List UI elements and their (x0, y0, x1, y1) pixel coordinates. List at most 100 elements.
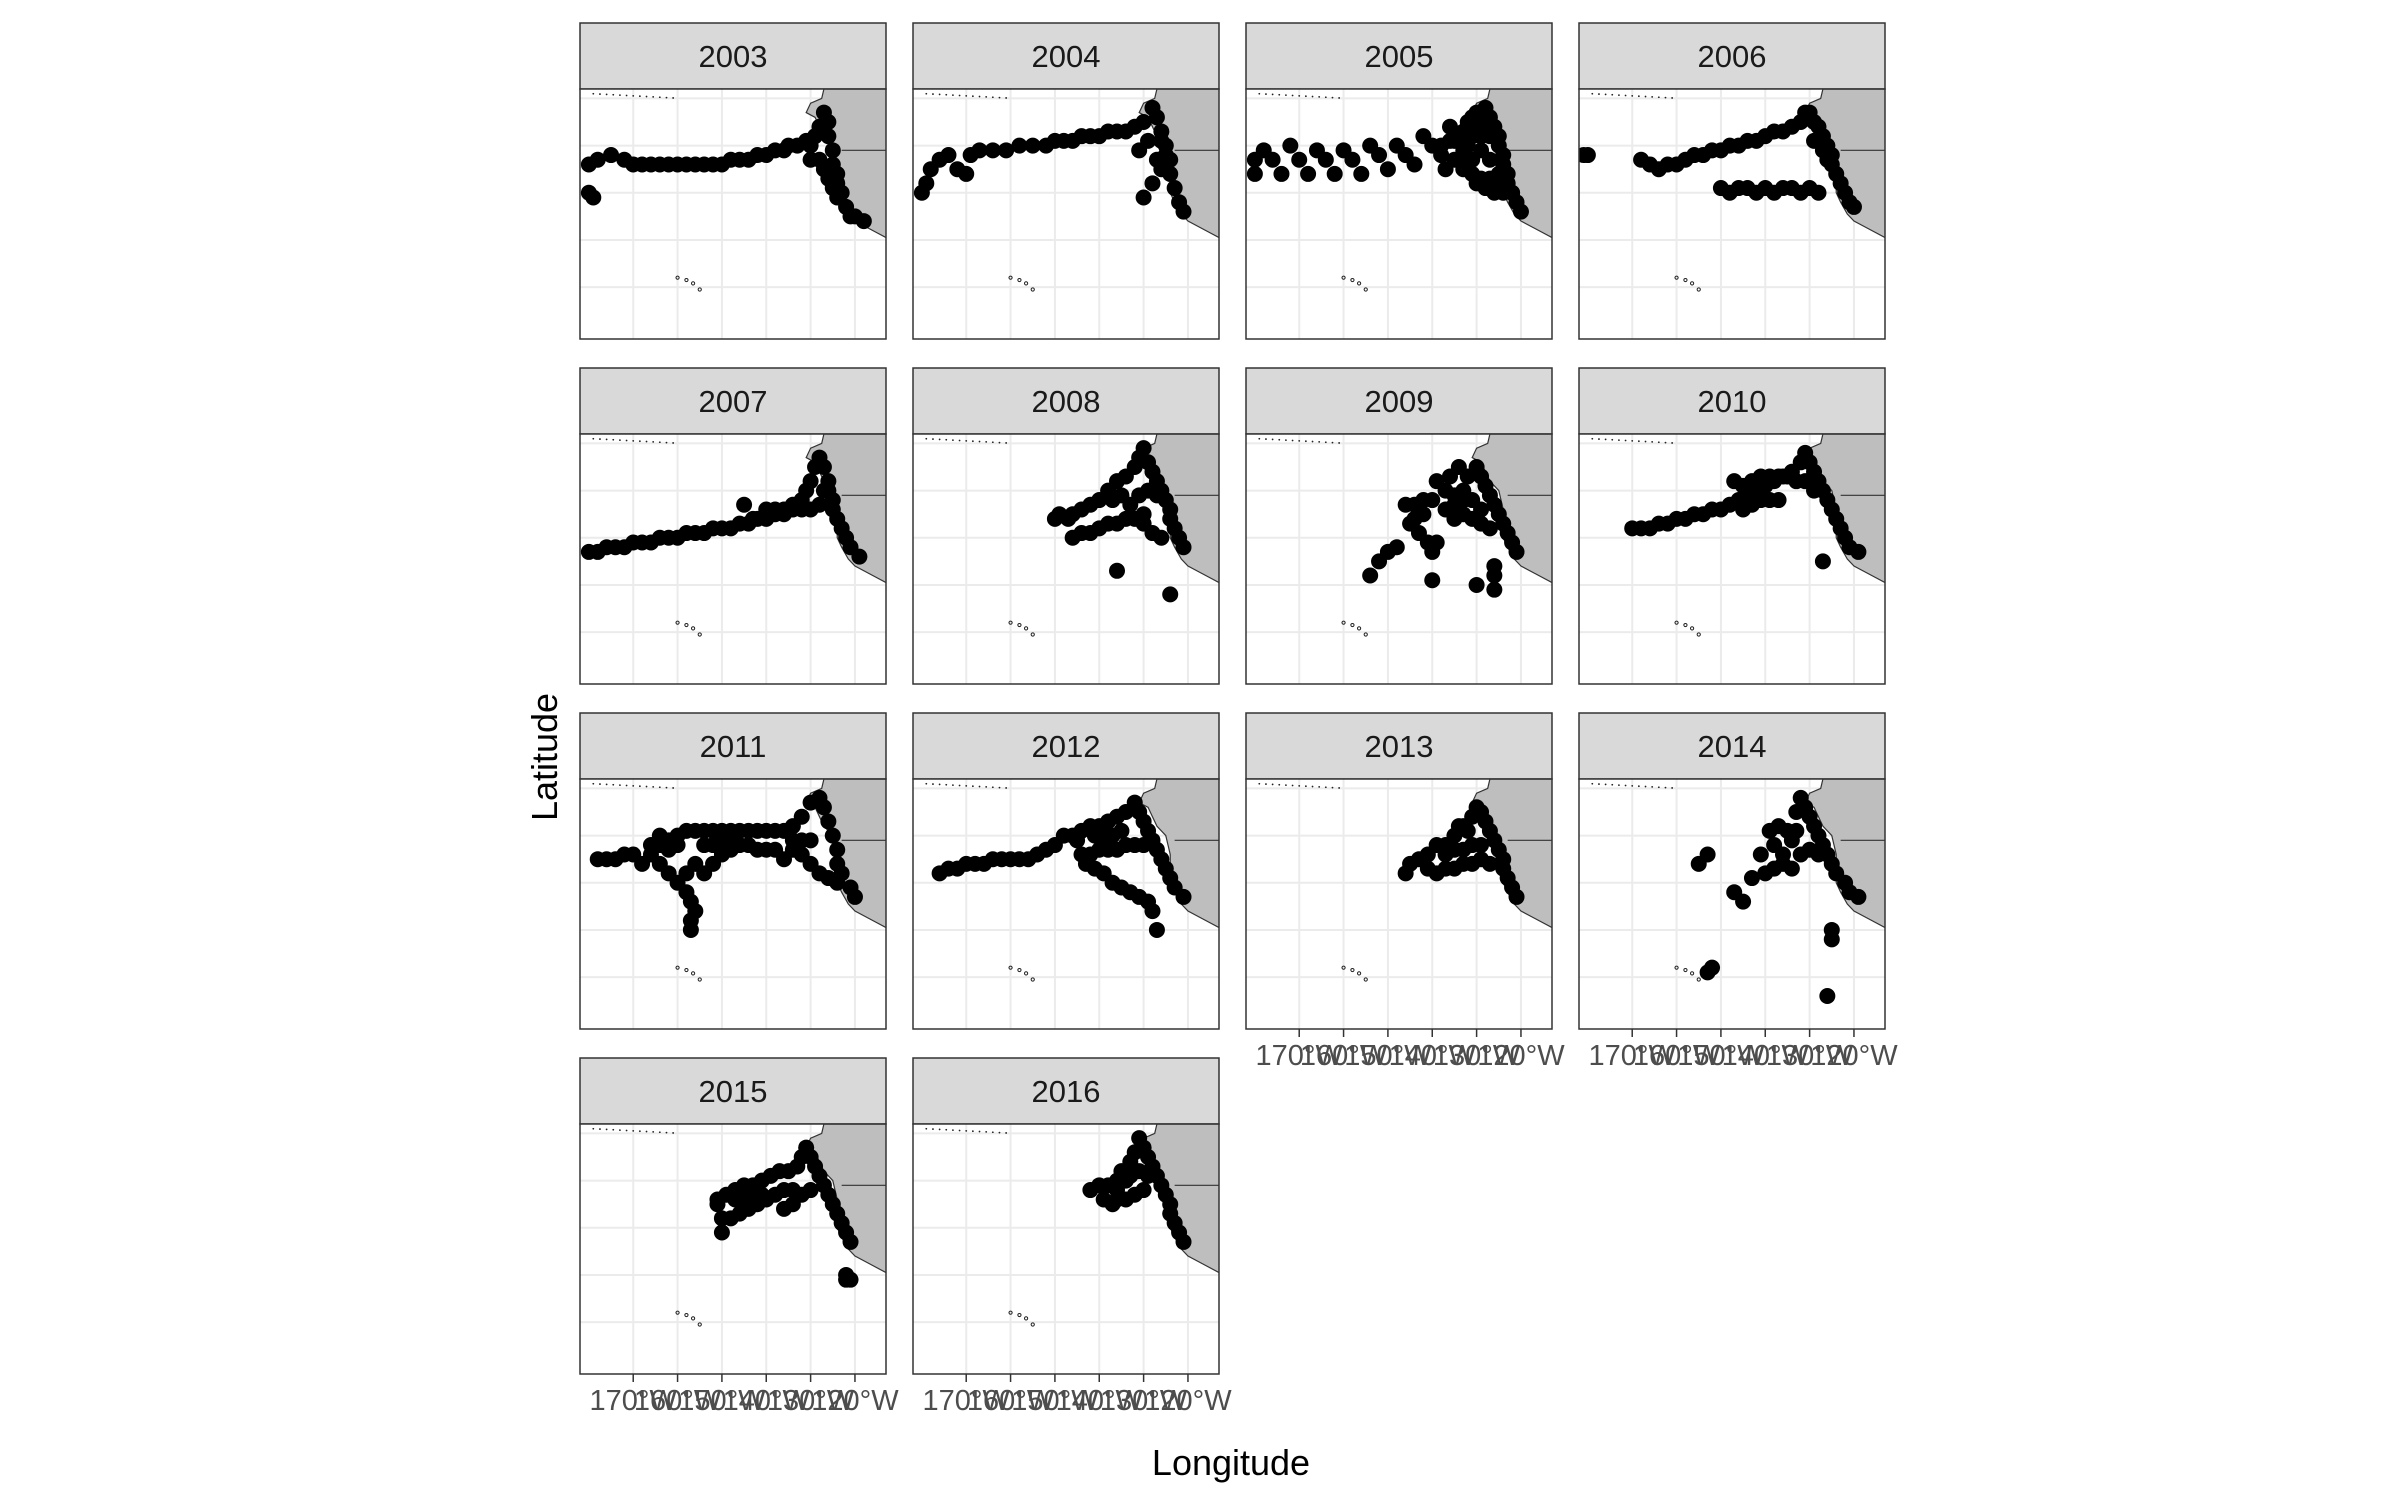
data-point (984, 142, 1001, 159)
island-mark (1005, 442, 1008, 444)
facet-plot-content (1246, 89, 1552, 339)
island-mark (1651, 96, 1654, 98)
data-point (1459, 151, 1476, 168)
data-point (1282, 137, 1299, 154)
data-point (1428, 534, 1445, 551)
island-mark (632, 94, 635, 97)
x-tick-label: 140°W (1389, 1040, 1477, 1072)
data-point (1135, 837, 1152, 854)
island-mark (599, 1128, 601, 1130)
data-point (1481, 151, 1498, 168)
data-point (820, 128, 837, 145)
facet-panel-2012: 2012 (912, 712, 1220, 1030)
island-mark (1356, 281, 1362, 286)
data-point (940, 147, 957, 164)
data-point (1806, 482, 1823, 499)
island-mark (1651, 441, 1654, 443)
island-mark (1017, 277, 1022, 283)
data-point (709, 1196, 726, 1213)
island-mark (1591, 782, 1594, 785)
data-point (1175, 203, 1192, 220)
island-mark (1618, 94, 1620, 97)
island-mark (672, 787, 675, 789)
x-tick-label: 170°W (590, 1385, 678, 1417)
island-mark (645, 440, 648, 443)
island-mark (978, 440, 981, 443)
island-mark (684, 277, 689, 283)
island-mark (652, 96, 655, 98)
island-mark (658, 96, 661, 99)
data-point (1148, 921, 1165, 938)
island-mark (1311, 95, 1314, 98)
island-mark (1664, 441, 1667, 444)
data-point (589, 151, 606, 168)
island-mark (1611, 93, 1614, 96)
island-mark (645, 785, 648, 788)
island-mark (1324, 441, 1327, 444)
data-point (585, 189, 602, 206)
island-mark (991, 1131, 994, 1134)
island-mark (1258, 92, 1261, 95)
facet-panel-2003: 2003 (579, 22, 887, 340)
island-mark (932, 1128, 934, 1130)
data-point (1140, 132, 1157, 149)
island-mark (1291, 784, 1294, 787)
island-mark (965, 1129, 968, 1132)
data-point (802, 151, 819, 168)
island-mark (658, 786, 661, 789)
data-point (851, 548, 868, 565)
x-tick-label: 160°W (967, 1385, 1055, 1417)
facet-border (912, 1123, 1220, 1375)
island-mark (1363, 287, 1368, 292)
island-mark (638, 1130, 641, 1133)
island-mark (945, 93, 948, 96)
island-mark (1331, 786, 1334, 789)
facet-strip (579, 1057, 887, 1125)
island-mark (932, 438, 934, 440)
island-mark (1363, 977, 1368, 982)
island-mark (684, 967, 689, 973)
island-mark (938, 93, 941, 96)
facet-strip-label: 2009 (1365, 384, 1434, 419)
island-mark (991, 441, 994, 444)
data-point (1473, 501, 1490, 518)
facet-border (1245, 778, 1553, 1030)
data-point (1481, 520, 1498, 537)
island-mark (1696, 977, 1701, 982)
island-mark (632, 439, 635, 442)
island-mark (1304, 95, 1307, 98)
data-point (1144, 175, 1161, 192)
facet-strip (1578, 367, 1886, 435)
x-tick-label: 120°W (811, 1385, 899, 1417)
island-mark (1338, 787, 1341, 789)
island-mark (1637, 440, 1640, 443)
island-mark (625, 1129, 628, 1132)
island-mark (985, 786, 988, 788)
data-point (1135, 1182, 1152, 1199)
island-mark (1644, 95, 1647, 98)
island-mark (1644, 785, 1647, 788)
island-mark (1689, 971, 1695, 976)
facet-strip-label: 2007 (699, 384, 768, 419)
data-point (651, 827, 668, 844)
island-mark (1696, 287, 1701, 292)
island-mark (965, 439, 968, 442)
island-mark (665, 1131, 668, 1134)
data-point (1406, 510, 1423, 527)
data-point (1135, 114, 1152, 131)
x-tick-label: 120°W (1810, 1040, 1898, 1072)
island-mark (1664, 786, 1667, 789)
island-mark (1664, 96, 1667, 99)
island-mark (1651, 786, 1654, 788)
data-point (1814, 553, 1831, 570)
island-mark (1683, 622, 1688, 628)
island-mark (991, 786, 994, 789)
facet-strip-label: 2016 (1032, 1074, 1101, 1109)
island-mark (945, 438, 948, 441)
facet-border (1578, 88, 1886, 340)
data-point (767, 841, 784, 858)
island-mark (605, 438, 608, 441)
data-point (1819, 987, 1836, 1004)
facet-plot-content (580, 89, 886, 339)
island-mark (632, 784, 635, 787)
